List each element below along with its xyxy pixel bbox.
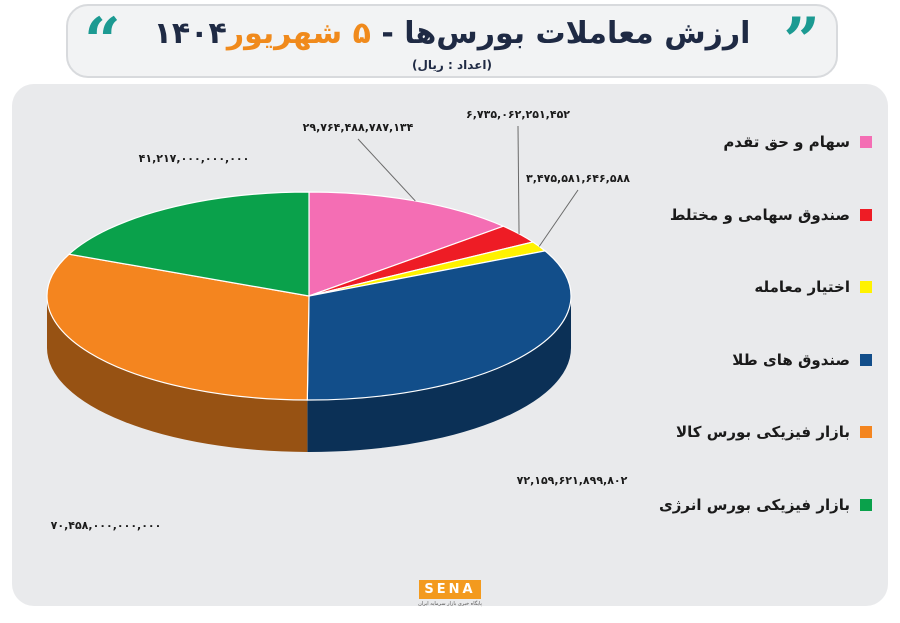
quote-open-icon: “ xyxy=(84,4,121,79)
title-banner: “ ارزش معاملات بورس‌ها - ۵ شهریور۱۴۰۴ (ا… xyxy=(66,4,838,78)
legend-label: بازار فیزیکی بورس انرژی xyxy=(658,495,850,514)
pie-data-labels: ۲۹,۷۶۴,۴۸۸,۷۸۷,۱۳۴ ۶,۷۳۵,۰۶۲,۲۵۱,۴۵۲ ۳,۴۷۵… xyxy=(51,108,631,532)
title-year: ۱۴۰۴ xyxy=(153,16,227,51)
unit-subtitle: (اعداد : ریال) xyxy=(412,58,492,72)
leader-line-1 xyxy=(517,125,520,234)
legend-item-options: اختیار معامله xyxy=(640,275,872,299)
pie-slice-5 xyxy=(67,191,310,297)
quote-close-icon: ” xyxy=(783,4,820,79)
logo-text: SENA xyxy=(419,580,481,599)
legend-item-shares: سهام و حق تقدم xyxy=(640,130,872,154)
pie-slices xyxy=(46,191,572,401)
pie-side-3 xyxy=(307,296,571,452)
legend-label: صندوق های طلا xyxy=(732,350,850,369)
legend-label: سهام و حق تقدم xyxy=(723,133,850,151)
legend-swatch xyxy=(860,208,872,221)
sena-logo: SENA پایگاه خبری بازار سرمایه ایران xyxy=(412,578,488,612)
data-label-5: ۴۱,۲۱۷,۰۰۰,۰۰۰,۰۰۰ xyxy=(139,152,250,165)
title-main: ارزش معاملات بورس‌ها - xyxy=(370,16,751,51)
legend-item-energy-market: بازار فیزیکی بورس انرژی xyxy=(640,493,872,517)
logo-subtitle: پایگاه خبری بازار سرمایه ایران xyxy=(418,601,482,607)
page-title: ارزش معاملات بورس‌ها - ۵ شهریور۱۴۰۴ xyxy=(68,16,836,51)
legend-label: صندوق سهامی و مختلط xyxy=(669,205,850,224)
data-label-3: ۷۲,۱۵۹,۶۲۱,۸۹۹,۸۰۲ xyxy=(517,474,628,487)
legend-swatch xyxy=(860,281,872,293)
pie-slice-3 xyxy=(306,250,572,401)
legend-swatch xyxy=(860,426,872,438)
title-highlight: ۵ شهریور xyxy=(226,16,371,51)
legend-swatch xyxy=(860,136,872,148)
pie-side-4 xyxy=(47,296,308,452)
legend-label: بازار فیزیکی بورس کالا xyxy=(675,423,850,441)
leader-line-2 xyxy=(538,189,579,247)
leader-line-0 xyxy=(357,138,416,202)
chart-legend: سهام و حق تقدم صندوق سهامی و مختلط اختیا… xyxy=(640,130,872,565)
pie-slice-4 xyxy=(46,253,310,401)
legend-label: اختیار معامله xyxy=(754,278,850,296)
legend-item-gold-funds: صندوق های طلا xyxy=(640,348,872,372)
legend-swatch xyxy=(860,353,872,366)
legend-item-equity-funds: صندوق سهامی و مختلط xyxy=(640,203,872,227)
pie-leader-lines xyxy=(357,125,579,247)
data-label-1: ۶,۷۳۵,۰۶۲,۲۵۱,۴۵۲ xyxy=(466,108,570,121)
data-label-2: ۳,۴۷۵,۵۸۱,۶۴۶,۵۸۸ xyxy=(526,172,630,185)
legend-item-commodity-market: بازار فیزیکی بورس کالا xyxy=(640,420,872,444)
data-label-0: ۲۹,۷۶۴,۴۸۸,۷۸۷,۱۳۴ xyxy=(303,121,414,134)
legend-swatch xyxy=(860,498,872,511)
data-label-4: ۷۰,۴۵۸,۰۰۰,۰۰۰,۰۰۰ xyxy=(51,519,162,532)
